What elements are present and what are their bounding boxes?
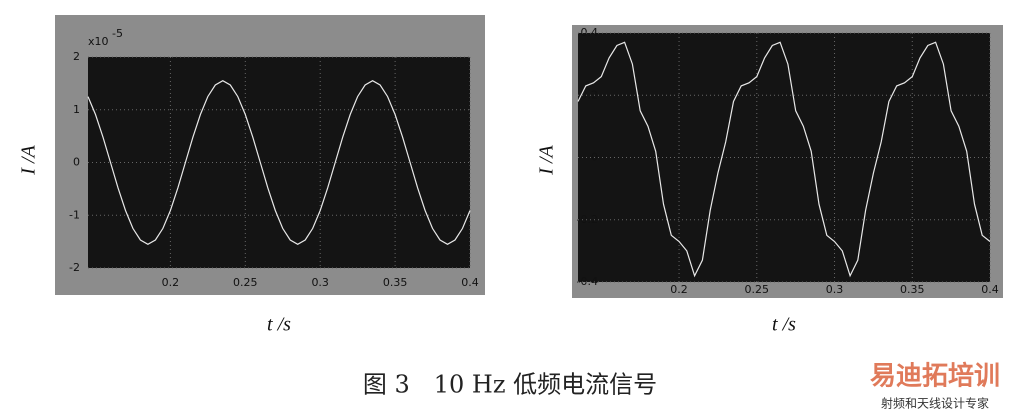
y-tick-label: -2 [69,261,80,274]
plot-area [88,57,470,268]
x-tick-label: 0.35 [383,276,408,289]
y-tick-label: -0.4 [577,275,598,288]
plot-area [578,33,990,282]
x-tick-label: 0.2 [670,283,688,296]
y-axis-label: I /A [536,145,558,176]
x-axis-label: t /s [772,314,796,336]
y-axis-label: I /A [18,145,40,176]
x-tick-label: 0.4 [461,276,479,289]
x-tick-label: 0.2 [162,276,180,289]
watermark-subtitle: 射频和天线设计专家 [881,396,989,411]
y-tick-label: 1 [73,103,80,116]
x-tick-label: 0.35 [900,283,925,296]
x-axis-label: t /s [267,314,291,336]
y-tick-label: 0 [73,156,80,169]
line [87,80,471,245]
y-tick-label: -0.2 [577,213,598,226]
caption: 图 3 10 Hz 低频电流信号 [363,371,657,399]
y-tick-label: -1 [69,208,80,221]
x-tick-label: 0.25 [233,276,258,289]
x-tick-label: 0.3 [311,276,329,289]
y-tick-label: 2 [73,50,80,63]
y-tick-label: 0.4 [581,26,599,39]
line [577,41,991,278]
watermark-title: 易迪拓培训 [870,362,1000,392]
x-tick-label: 0.3 [826,283,844,296]
multiplier: x10 [88,35,109,48]
multiplier-exponent: -5 [112,27,123,40]
x-tick-label: 0.4 [981,283,999,296]
x-tick-label: 0.25 [745,283,770,296]
y-tick-label: 0.2 [581,88,599,101]
